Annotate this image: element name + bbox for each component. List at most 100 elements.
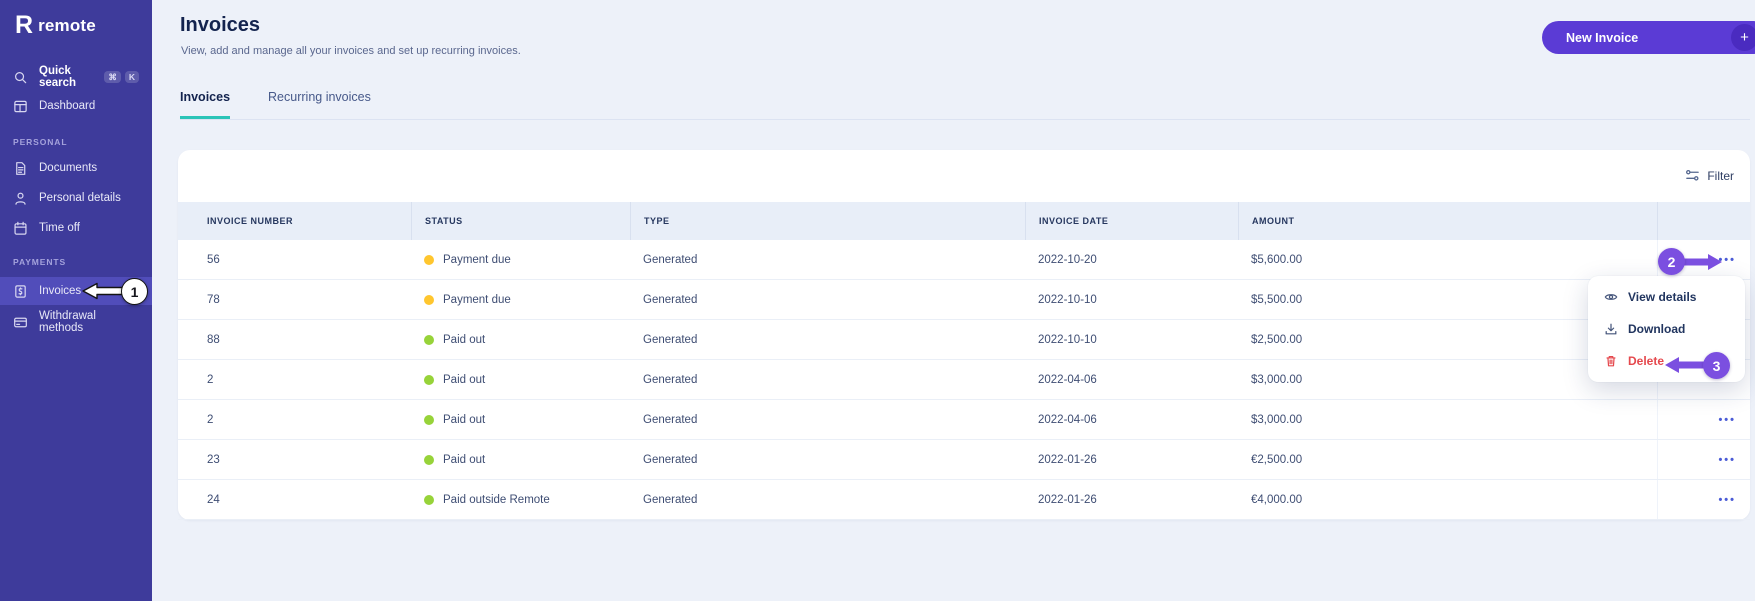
status-dot [424, 254, 434, 265]
tab-recurring-invoices[interactable]: Recurring invoices [268, 90, 371, 104]
table-row[interactable]: 56 Payment due Generated 2022-10-20 $5,6… [178, 240, 1750, 280]
cell-amount: $2,500.00 [1251, 333, 1303, 346]
step-2-badge: 2 [1658, 248, 1685, 275]
cell-status-label: Paid out [443, 373, 486, 386]
cell-status-label: Paid out [443, 453, 486, 466]
cell-type: Generated [643, 293, 698, 306]
page-title: Invoices [180, 14, 261, 36]
cell-invoice-date: 2022-04-06 [1038, 413, 1097, 426]
menu-item-download[interactable]: Download [1588, 313, 1745, 345]
cell-status: Paid out [411, 334, 630, 346]
menu-item-view-details[interactable]: View details [1588, 281, 1745, 313]
cell-type: Generated [643, 373, 698, 386]
cell-amount: €4,000.00 [1251, 493, 1303, 506]
sidebar-item-label: Time off [39, 222, 80, 234]
row-actions-button[interactable]: ••• [1718, 253, 1736, 266]
table-row[interactable]: 88 Paid out Generated 2022-10-10 $2,500.… [178, 320, 1750, 360]
cell-status: Payment due [411, 254, 630, 266]
cell-type: Generated [643, 253, 698, 266]
remote-logo-text: remote [38, 15, 96, 35]
person-icon [13, 191, 28, 206]
new-invoice-button[interactable]: New Invoice + [1542, 21, 1755, 54]
sidebar-item-label: Personal details [39, 192, 121, 204]
menu-item-label: View details [1628, 290, 1697, 304]
step-1-arrow [82, 282, 124, 300]
table-row[interactable]: 78 Payment due Generated 2022-10-10 $5,5… [178, 280, 1750, 320]
sidebar-item-documents[interactable]: Documents [0, 154, 152, 182]
table-row[interactable]: 24 Paid outside Remote Generated 2022-01… [178, 480, 1750, 520]
cell-actions: ••• [1657, 440, 1750, 479]
cell-status-label: Paid outside Remote [443, 493, 550, 506]
cell-status-label: Payment due [443, 293, 511, 306]
tab-invoices[interactable]: Invoices [180, 90, 231, 119]
table-row[interactable]: 2 Paid out Generated 2022-04-06 $3,000.0… [178, 400, 1750, 440]
filter-label: Filter [1707, 168, 1734, 183]
cell-invoice-number: 88 [207, 333, 220, 346]
search-icon [13, 70, 28, 85]
column-header-amount: AMOUNT [1238, 202, 1657, 240]
cell-amount: $3,000.00 [1251, 413, 1303, 426]
cell-amount: $3,000.00 [1251, 373, 1303, 386]
quick-search[interactable]: Quick search ⌘ K [0, 63, 152, 91]
cell-actions: ••• [1657, 240, 1750, 279]
sidebar-section-personal: PERSONAL [13, 137, 68, 147]
column-header-invoice-date: INVOICE DATE [1025, 202, 1238, 240]
status-dot [424, 494, 434, 505]
cell-type: Generated [643, 413, 698, 426]
column-header-type: TYPE [630, 202, 1025, 240]
sidebar-item-dashboard[interactable]: Dashboard [0, 92, 152, 120]
step-2-arrow [1682, 254, 1722, 270]
cell-status: Paid out [411, 454, 630, 466]
status-dot [424, 334, 434, 345]
cell-invoice-date: 2022-01-26 [1038, 453, 1097, 466]
invoice-icon [13, 284, 28, 299]
cell-status: Payment due [411, 294, 630, 306]
new-invoice-label: New Invoice [1566, 30, 1639, 45]
cell-invoice-number: 2 [207, 413, 214, 426]
row-actions-button[interactable]: ••• [1718, 453, 1736, 466]
status-dot [424, 454, 434, 465]
filter-icon [1685, 168, 1700, 183]
cell-invoice-number: 2 [207, 373, 214, 386]
cell-actions: ••• [1657, 480, 1750, 519]
sidebar-item-label: Documents [39, 162, 98, 174]
cell-status: Paid out [411, 414, 630, 426]
credit-card-icon [13, 315, 28, 330]
remote-logo-icon: R [15, 11, 33, 39]
k-key: K [124, 70, 139, 84]
column-header-status: STATUS [411, 202, 630, 240]
cell-status-label: Paid out [443, 333, 486, 346]
row-actions-button[interactable]: ••• [1718, 413, 1736, 426]
menu-item-label: Delete [1628, 354, 1665, 368]
row-actions-button[interactable]: ••• [1718, 493, 1736, 506]
cell-invoice-date: 2022-01-26 [1038, 493, 1097, 506]
step-1-badge: 1 [121, 278, 148, 305]
cell-status: Paid outside Remote [411, 494, 630, 506]
dashboard-icon [13, 99, 28, 114]
sidebar-item-label: Dashboard [39, 100, 96, 112]
sidebar-item-withdrawal-methods[interactable]: Withdrawal methods [0, 308, 152, 336]
cell-invoice-number: 24 [207, 493, 220, 506]
remote-logo: R remote [15, 13, 96, 38]
cell-type: Generated [643, 333, 698, 346]
column-header-actions [1657, 202, 1750, 240]
menu-item-label: Download [1628, 322, 1686, 336]
sidebar-item-label: Withdrawal methods [39, 310, 96, 334]
document-icon [13, 161, 28, 176]
download-icon [1604, 322, 1618, 336]
table-row[interactable]: 23 Paid out Generated 2022-01-26 €2,500.… [178, 440, 1750, 480]
menu-item-delete[interactable]: Delete [1588, 345, 1745, 377]
calendar-icon [13, 221, 28, 236]
filter-button[interactable]: Filter [1685, 168, 1734, 183]
shortcut-keys: ⌘ K [104, 70, 139, 84]
table-row[interactable]: 2 Paid out Generated 2022-04-06 $3,000.0… [178, 360, 1750, 400]
cmd-key: ⌘ [104, 70, 121, 84]
cell-invoice-date: 2022-04-06 [1038, 373, 1097, 386]
tab-bar: Invoices Recurring invoices [180, 90, 371, 119]
sidebar-item-personal-details[interactable]: Personal details [0, 184, 152, 212]
table-body: 56 Payment due Generated 2022-10-20 $5,6… [178, 240, 1750, 520]
cell-status-label: Payment due [443, 253, 511, 266]
cell-invoice-number: 56 [207, 253, 220, 266]
cell-amount: $5,500.00 [1251, 293, 1303, 306]
sidebar-item-time-off[interactable]: Time off [0, 214, 152, 242]
